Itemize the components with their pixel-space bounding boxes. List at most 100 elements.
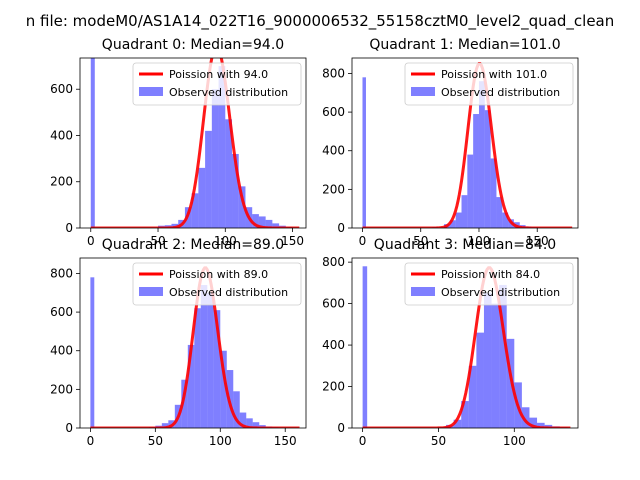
y-tick-label: 200 <box>50 382 73 396</box>
x-tick-label: 150 <box>526 234 549 248</box>
subplot-title: Quadrant 3: Median=84.0 <box>374 237 556 253</box>
histogram-bar <box>205 130 212 228</box>
legend: Poission with 89.0 Observed distribution <box>132 262 302 306</box>
poisson-curve <box>362 266 571 428</box>
subplot-grid: 0 50 100 150 0 200 400 600 Quadrant 0: Median=94… <box>50 37 579 448</box>
legend-bar-swatch <box>139 87 163 96</box>
histogram-bar <box>499 284 507 428</box>
histogram-bar <box>252 422 260 428</box>
legend-line-label: Poission with 84.0 <box>441 268 540 281</box>
x-tick-label: 0 <box>87 434 95 448</box>
legend-bar-swatch <box>139 287 163 296</box>
x-tick-label: 0 <box>359 234 367 248</box>
legend-line-label: Poission with 94.0 <box>169 68 268 81</box>
histogram-bar <box>449 220 456 228</box>
subplot-title: Quadrant 0: Median=94.0 <box>102 37 284 53</box>
plot-area <box>362 62 573 228</box>
histogram-bar <box>506 338 515 428</box>
x-tick-label: 50 <box>431 434 446 448</box>
histogram-bar <box>467 154 474 228</box>
legend-bar-label: Observed distribution <box>169 86 288 99</box>
plot-area <box>362 266 571 428</box>
histogram-bar <box>232 153 239 228</box>
histogram-bar <box>191 193 199 228</box>
poisson-curve <box>362 62 573 228</box>
histogram-bar <box>90 58 95 228</box>
histogram-bar <box>521 407 530 428</box>
x-tick-label: 50 <box>150 234 165 248</box>
y-tick-label: 200 <box>50 175 73 189</box>
histogram-bar <box>200 285 208 428</box>
histogram-bar <box>473 114 479 228</box>
subplot-title: Quadrant 2: Median=89.0 <box>102 237 284 253</box>
y-tick-label: 400 <box>50 344 73 358</box>
y-tick-label: 800 <box>50 266 73 280</box>
histogram-bar <box>461 401 469 428</box>
legend-bar-swatch <box>411 287 435 296</box>
y-tick-label: 0 <box>337 421 345 435</box>
y-tick-label: 600 <box>50 305 73 319</box>
histogram-bar <box>90 277 95 428</box>
histogram-bar <box>362 266 368 428</box>
histogram-bar <box>218 66 226 228</box>
subplot-quadrant-0: 0 50 100 150 0 200 400 600 Quadrant 0: Median=94… <box>50 37 307 248</box>
axes-frame <box>351 257 579 429</box>
histogram-bar <box>161 423 169 428</box>
histogram-bar <box>478 81 485 228</box>
histogram-bar <box>502 212 509 228</box>
y-tick-label: 600 <box>322 297 345 311</box>
plot-area <box>90 58 300 228</box>
axes-frame <box>351 57 579 229</box>
legend-box <box>404 62 574 106</box>
legend-box <box>404 262 574 306</box>
y-tick-label: 0 <box>337 221 345 235</box>
histogram-bar <box>239 412 247 428</box>
histogram-bar <box>496 197 503 228</box>
histogram-bar <box>233 391 240 428</box>
histogram-bar <box>258 216 266 228</box>
histogram-bar <box>483 293 492 428</box>
y-tick-label: 400 <box>50 128 73 142</box>
legend-line-label: Poission with 101.0 <box>441 68 547 81</box>
x-tick-label: 100 <box>468 234 491 248</box>
histogram-bar <box>198 167 206 228</box>
y-tick-label: 200 <box>322 182 345 196</box>
y-tick-label: 600 <box>322 105 345 119</box>
y-tick-label: 200 <box>322 380 345 394</box>
histogram-bar <box>207 292 214 428</box>
histogram-bar <box>184 207 192 228</box>
figure-suptitle: n file: modeM0/AS1A14_022T16_9000006532_… <box>26 12 615 31</box>
x-tick-label: 50 <box>148 434 163 448</box>
histogram-bar <box>453 419 462 428</box>
legend-line-label: Poission with 89.0 <box>169 268 268 281</box>
legend: Poission with 84.0 Observed distribution <box>404 262 574 306</box>
histogram-bar <box>265 219 273 228</box>
histogram-bar <box>246 418 253 428</box>
histogram-bar <box>490 158 497 228</box>
subplot-title: Quadrant 1: Median=101.0 <box>369 37 560 53</box>
subplot-quadrant-2: 0 50 100 150 0 200 400 600 800 Quadrant 2: Median… <box>50 237 307 448</box>
histogram-bar <box>213 310 221 428</box>
histogram-bar <box>455 212 462 228</box>
poisson-curve <box>90 58 300 228</box>
axes-frame <box>79 57 307 229</box>
histogram-bar <box>461 195 468 228</box>
y-tick-label: 800 <box>322 255 345 269</box>
histogram-bar <box>272 223 280 228</box>
histogram-bar <box>468 365 477 428</box>
histogram-bar <box>529 417 538 428</box>
subplot-quadrant-3: 0 50 100 0 200 400 600 800 Quadrant 3: Median=84… <box>322 237 579 448</box>
legend: Poission with 94.0 Observed distribution <box>132 62 302 106</box>
axes-frame <box>79 257 307 429</box>
y-tick-label: 0 <box>65 221 73 235</box>
histogram-bar <box>537 422 545 428</box>
legend-bar-label: Observed distribution <box>441 86 560 99</box>
histogram-bar <box>225 119 233 228</box>
histogram-bar <box>476 332 484 428</box>
x-tick-label: 150 <box>274 434 297 448</box>
histogram-bar <box>491 303 500 428</box>
legend-bar-label: Observed distribution <box>169 286 288 299</box>
x-tick-label: 150 <box>281 234 304 248</box>
histogram-bar <box>181 379 188 428</box>
